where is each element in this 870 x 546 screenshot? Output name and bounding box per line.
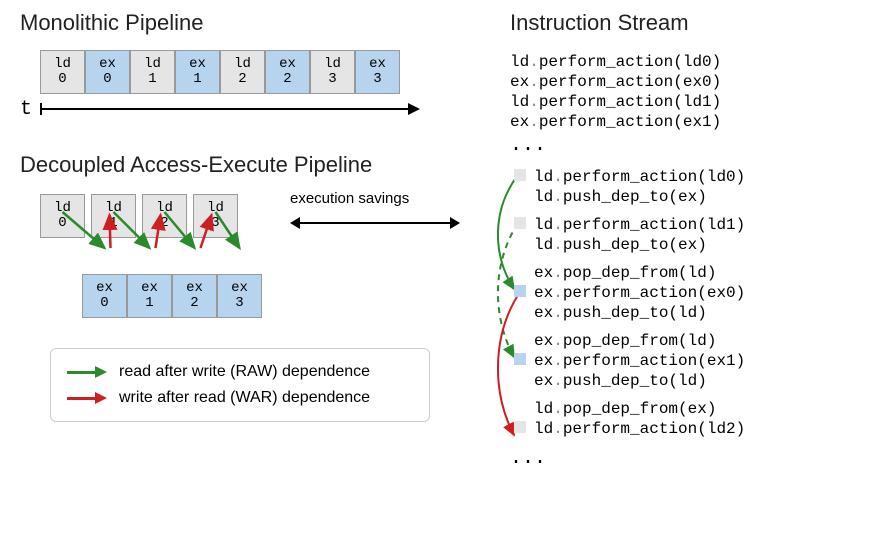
decoupled-title: Decoupled Access-Execute Pipeline [20,152,500,178]
instruction-line: ex.perform_action(ex0) [534,283,860,303]
instruction-line: ex.pop_dep_from(ld) [534,331,860,351]
ex-cell: ex1 [175,50,220,94]
instruction-group: ex.pop_dep_from(ld)ex.perform_action(ex1… [510,331,860,391]
execution-savings-arrow [290,214,460,232]
raw-arrow-icon [67,365,107,379]
instruction-stream-top: ld.perform_action(ld0)ex.perform_action(… [510,52,860,132]
ellipsis-2: ... [510,447,860,470]
ellipsis: ... [510,134,860,157]
legend: read after write (RAW) dependence write … [50,348,430,422]
t-label: t [20,98,32,121]
ld-cell: ld2 [220,50,265,94]
ld-marker [514,217,526,229]
instruction-line: ex.perform_action(ex1) [534,351,860,371]
instruction-line: ex.perform_action(ex1) [510,112,860,132]
ex-cell: ex0 [82,274,127,318]
ld-cell: ld1 [130,50,175,94]
war-arrow-icon [67,391,107,405]
ex-marker [514,353,526,365]
ex-cell: ex3 [355,50,400,94]
instruction-line: ld.perform_action(ld1) [534,215,860,235]
ld-marker [514,421,526,433]
instruction-line: ld.perform_action(ld2) [534,419,860,439]
instruction-stream-groups: ld.perform_action(ld0)ld.push_dep_to(ex)… [510,167,860,439]
ld-marker [514,169,526,181]
execution-savings-label: execution savings [290,190,409,207]
monolithic-pipeline: ld0ex0ld1ex1ld2ex2ld3ex3 t [20,50,500,122]
instruction-line: ex.pop_dep_from(ld) [534,263,860,283]
ex-marker [514,285,526,297]
legend-war: write after read (WAR) dependence [119,389,370,407]
instruction-line: ld.pop_dep_from(ex) [534,399,860,419]
dependence-arrows [40,212,290,256]
instruction-line: ld.perform_action(ld0) [534,167,860,187]
instruction-line: ld.push_dep_to(ex) [534,235,860,255]
instruction-stream-title: Instruction Stream [510,10,860,36]
time-axis: t [20,100,500,122]
instruction-group: ld.perform_action(ld0)ld.push_dep_to(ex) [510,167,860,207]
instruction-line: ex.push_dep_to(ld) [534,371,860,391]
ld-cell: ld3 [310,50,355,94]
instruction-line: ld.push_dep_to(ex) [534,187,860,207]
ex-cell: ex0 [85,50,130,94]
ex-cell: ex3 [217,274,262,318]
legend-raw: read after write (RAW) dependence [119,363,370,381]
instruction-group: ld.perform_action(ld1)ld.push_dep_to(ex) [510,215,860,255]
instruction-line: ld.perform_action(ld0) [510,52,860,72]
ex-cell: ex1 [127,274,172,318]
instruction-group: ex.pop_dep_from(ld)ex.perform_action(ex0… [510,263,860,323]
instruction-line: ex.push_dep_to(ld) [534,303,860,323]
monolithic-title: Monolithic Pipeline [20,10,500,36]
ld-cell: ld0 [40,50,85,94]
ex-cell: ex2 [265,50,310,94]
instruction-line: ld.perform_action(ld1) [510,92,860,112]
instruction-group: ld.pop_dep_from(ex)ld.perform_action(ld2… [510,399,860,439]
ex-cell: ex2 [172,274,217,318]
instruction-line: ex.perform_action(ex0) [510,72,860,92]
